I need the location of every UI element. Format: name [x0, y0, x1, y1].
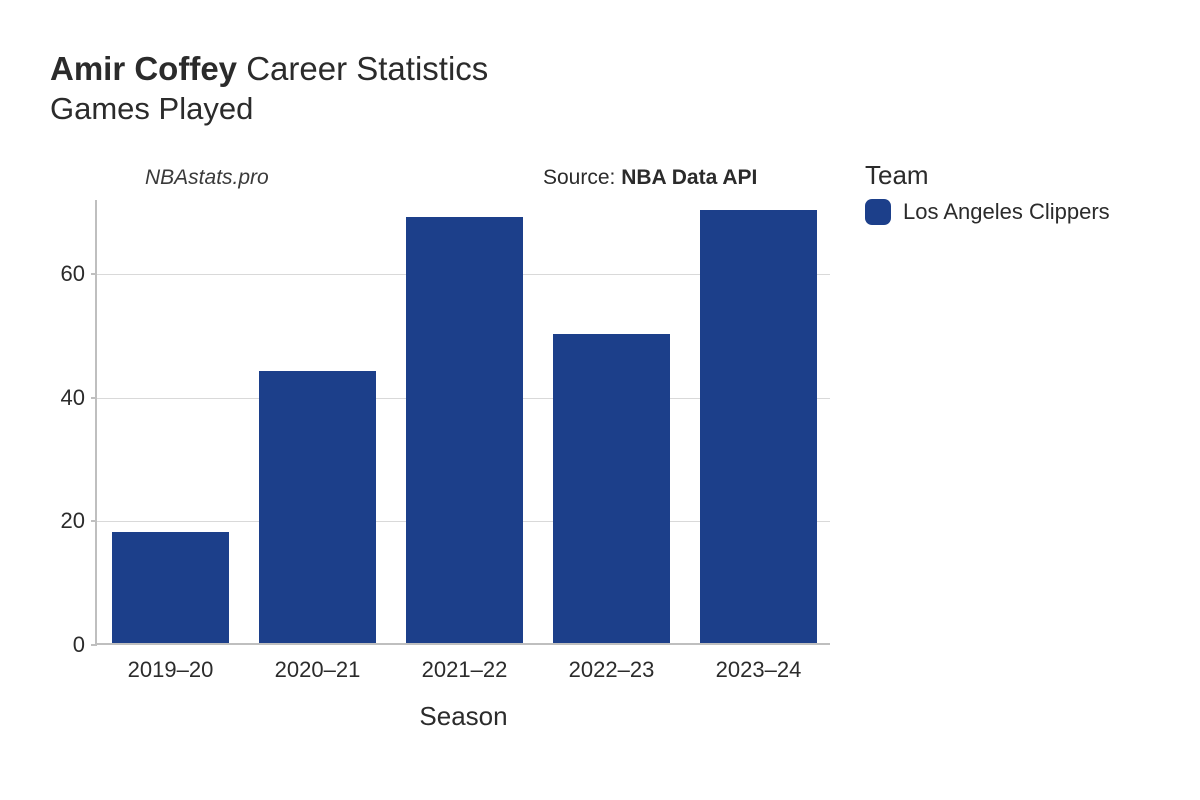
source-prefix: Source: — [543, 166, 621, 189]
plot-area: 0204060 2019–202020–212021–222022–232023… — [95, 200, 830, 645]
legend-title: Team — [865, 160, 1110, 191]
source-attribution: Source: NBA Data API — [543, 166, 757, 190]
bar — [406, 217, 524, 643]
bar — [259, 371, 377, 643]
x-tick-label: 2023–24 — [716, 657, 802, 683]
chart-subtitle: Games Played — [50, 91, 488, 127]
chart-container: Amir Coffey Career Statistics Games Play… — [0, 0, 1200, 800]
x-tick-label: 2022–23 — [569, 657, 655, 683]
title-suffix: Career Statistics — [237, 50, 488, 87]
y-tick-label: 60 — [61, 261, 85, 287]
watermark-text: NBAstats.pro — [145, 166, 269, 190]
y-tick-label: 20 — [61, 508, 85, 534]
chart-title: Amir Coffey Career Statistics — [50, 48, 488, 89]
plot-inner: 0204060 2019–202020–212021–222022–232023… — [95, 200, 830, 645]
x-tick-label: 2019–20 — [128, 657, 214, 683]
chart-title-block: Amir Coffey Career Statistics Games Play… — [50, 48, 488, 127]
y-tick-label: 0 — [73, 632, 85, 658]
bar — [700, 210, 818, 643]
bar — [112, 532, 230, 643]
x-tick-label: 2020–21 — [275, 657, 361, 683]
x-axis-title: Season — [419, 701, 507, 732]
legend: Team Los Angeles Clippers — [865, 160, 1110, 225]
bars-layer — [97, 200, 830, 643]
source-name: NBA Data API — [621, 166, 757, 189]
legend-item: Los Angeles Clippers — [865, 199, 1110, 225]
title-player-name: Amir Coffey — [50, 50, 237, 87]
legend-items: Los Angeles Clippers — [865, 199, 1110, 225]
y-tick-label: 40 — [61, 385, 85, 411]
bar — [553, 334, 671, 643]
legend-item-label: Los Angeles Clippers — [903, 199, 1110, 225]
x-tick-label: 2021–22 — [422, 657, 508, 683]
legend-swatch — [865, 199, 891, 225]
